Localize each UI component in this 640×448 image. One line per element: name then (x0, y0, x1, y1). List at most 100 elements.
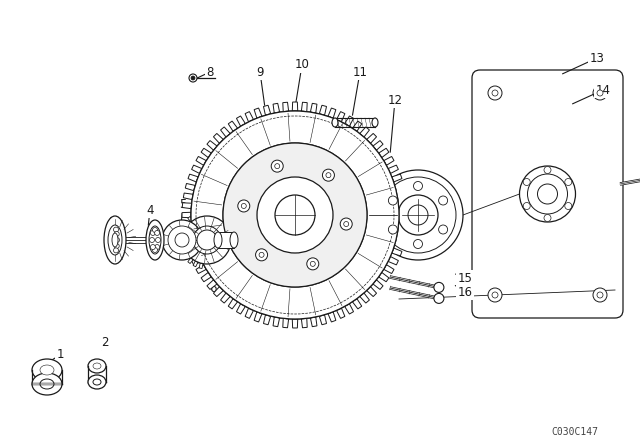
Polygon shape (383, 156, 394, 165)
Text: 10: 10 (294, 59, 309, 72)
Polygon shape (199, 263, 203, 268)
Polygon shape (183, 193, 193, 200)
Text: 6: 6 (209, 281, 217, 294)
Circle shape (113, 227, 118, 232)
Polygon shape (353, 121, 362, 131)
Circle shape (488, 288, 502, 302)
Circle shape (155, 245, 159, 250)
Circle shape (593, 288, 607, 302)
Ellipse shape (214, 232, 222, 248)
Circle shape (564, 178, 572, 185)
Polygon shape (367, 134, 376, 143)
Polygon shape (399, 212, 408, 218)
Circle shape (398, 195, 438, 235)
Text: C030C147: C030C147 (552, 427, 598, 437)
Circle shape (520, 166, 575, 222)
Polygon shape (231, 238, 236, 241)
Polygon shape (184, 221, 189, 226)
Polygon shape (182, 212, 191, 218)
FancyBboxPatch shape (472, 70, 623, 318)
Polygon shape (188, 248, 198, 256)
Circle shape (597, 292, 603, 298)
Polygon shape (344, 304, 353, 314)
Polygon shape (360, 293, 369, 303)
Polygon shape (310, 317, 317, 327)
Polygon shape (398, 203, 408, 209)
Circle shape (275, 195, 315, 235)
Polygon shape (225, 254, 230, 259)
Ellipse shape (108, 225, 122, 255)
Circle shape (323, 169, 335, 181)
Polygon shape (254, 108, 262, 118)
Text: 4: 4 (147, 203, 154, 216)
Circle shape (438, 225, 447, 234)
Polygon shape (337, 308, 345, 319)
Polygon shape (228, 249, 234, 254)
Circle shape (193, 226, 221, 254)
Circle shape (271, 160, 284, 172)
Polygon shape (193, 261, 198, 267)
Polygon shape (388, 165, 398, 173)
Polygon shape (214, 287, 223, 297)
Polygon shape (180, 226, 186, 231)
Ellipse shape (332, 118, 338, 127)
Polygon shape (273, 103, 280, 113)
Polygon shape (191, 256, 202, 265)
Polygon shape (373, 280, 383, 289)
Polygon shape (207, 141, 217, 150)
Polygon shape (328, 312, 336, 322)
Polygon shape (283, 102, 289, 112)
Ellipse shape (112, 233, 118, 247)
Circle shape (373, 170, 463, 260)
Circle shape (413, 240, 422, 249)
Circle shape (172, 92, 418, 338)
Circle shape (538, 184, 557, 204)
Polygon shape (228, 121, 237, 131)
Polygon shape (183, 230, 193, 237)
Circle shape (257, 177, 333, 253)
Polygon shape (395, 239, 404, 246)
Polygon shape (196, 265, 206, 274)
Polygon shape (188, 174, 198, 182)
Polygon shape (230, 244, 236, 248)
Circle shape (223, 143, 367, 287)
Circle shape (388, 225, 397, 234)
Polygon shape (216, 261, 221, 267)
Circle shape (115, 237, 120, 242)
Polygon shape (201, 272, 211, 282)
Polygon shape (188, 216, 193, 222)
Circle shape (524, 202, 530, 210)
Circle shape (241, 203, 246, 208)
Polygon shape (383, 265, 394, 274)
Ellipse shape (40, 379, 54, 389)
Circle shape (527, 174, 568, 214)
Polygon shape (214, 134, 223, 143)
Circle shape (156, 237, 161, 242)
Polygon shape (397, 193, 406, 200)
Circle shape (114, 244, 119, 249)
Circle shape (191, 76, 195, 80)
Polygon shape (360, 127, 369, 137)
Polygon shape (185, 239, 195, 246)
Circle shape (197, 230, 217, 250)
Polygon shape (205, 211, 209, 216)
Circle shape (310, 261, 316, 267)
Circle shape (597, 90, 603, 96)
Polygon shape (225, 221, 230, 226)
Circle shape (488, 86, 502, 100)
Polygon shape (216, 213, 221, 219)
Polygon shape (211, 211, 215, 217)
Text: 12: 12 (387, 94, 403, 107)
Circle shape (326, 172, 331, 178)
Polygon shape (353, 299, 362, 309)
Circle shape (162, 220, 202, 260)
Circle shape (380, 177, 456, 253)
Text: 3: 3 (108, 215, 116, 228)
Ellipse shape (88, 359, 106, 373)
Circle shape (438, 196, 447, 205)
Text: 11: 11 (353, 65, 367, 78)
Polygon shape (392, 174, 402, 182)
Polygon shape (184, 254, 189, 259)
Circle shape (255, 249, 268, 261)
Circle shape (524, 178, 530, 185)
